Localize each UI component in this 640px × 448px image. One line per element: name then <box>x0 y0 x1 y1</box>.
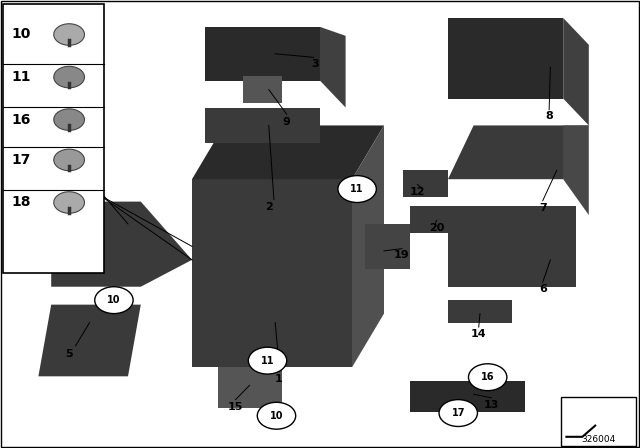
Circle shape <box>54 66 84 88</box>
Circle shape <box>54 109 84 130</box>
Circle shape <box>54 192 84 213</box>
Text: 17: 17 <box>451 408 465 418</box>
Polygon shape <box>410 206 448 233</box>
Polygon shape <box>563 125 589 215</box>
FancyBboxPatch shape <box>561 397 636 446</box>
Polygon shape <box>320 27 346 108</box>
Circle shape <box>54 149 84 171</box>
Text: 17: 17 <box>12 153 31 167</box>
Text: 16: 16 <box>12 112 31 127</box>
Text: 13: 13 <box>484 401 499 410</box>
Polygon shape <box>448 125 589 179</box>
Polygon shape <box>51 202 192 287</box>
Text: 20: 20 <box>429 223 444 233</box>
Polygon shape <box>205 108 320 143</box>
Text: 12: 12 <box>410 187 425 197</box>
Circle shape <box>439 400 477 426</box>
Polygon shape <box>218 367 282 408</box>
Polygon shape <box>410 381 525 412</box>
Text: 2: 2 <box>265 202 273 212</box>
Text: 7: 7 <box>539 203 547 213</box>
Text: 18: 18 <box>12 195 31 210</box>
Circle shape <box>338 176 376 202</box>
Polygon shape <box>205 27 320 81</box>
Polygon shape <box>365 224 410 269</box>
Circle shape <box>95 287 133 314</box>
Text: 5: 5 <box>65 349 73 359</box>
Polygon shape <box>192 179 352 367</box>
Polygon shape <box>448 18 563 99</box>
Polygon shape <box>192 125 384 179</box>
Text: 4: 4 <box>89 179 97 189</box>
Polygon shape <box>448 206 576 287</box>
Text: 1: 1 <box>275 374 282 383</box>
Text: 8: 8 <box>545 112 553 121</box>
Circle shape <box>248 347 287 374</box>
Text: 6: 6 <box>539 284 547 294</box>
Text: 10: 10 <box>269 411 284 421</box>
Text: 326004: 326004 <box>581 435 616 444</box>
Text: 19: 19 <box>394 250 410 260</box>
Polygon shape <box>38 305 141 376</box>
Text: 3: 3 <box>311 59 319 69</box>
Text: 11: 11 <box>260 356 275 366</box>
Circle shape <box>468 364 507 391</box>
Circle shape <box>54 24 84 45</box>
Text: 11: 11 <box>12 70 31 84</box>
FancyBboxPatch shape <box>3 4 104 273</box>
Text: 9: 9 <box>283 117 291 127</box>
Polygon shape <box>352 125 384 367</box>
Text: 10: 10 <box>12 27 31 42</box>
Polygon shape <box>563 18 589 125</box>
Polygon shape <box>448 300 512 323</box>
Text: 15: 15 <box>228 402 243 412</box>
Polygon shape <box>403 170 448 197</box>
Text: 10: 10 <box>107 295 121 305</box>
Text: 11: 11 <box>350 184 364 194</box>
Circle shape <box>257 402 296 429</box>
Polygon shape <box>243 76 282 103</box>
Text: 14: 14 <box>471 329 486 339</box>
Text: 16: 16 <box>481 372 495 382</box>
